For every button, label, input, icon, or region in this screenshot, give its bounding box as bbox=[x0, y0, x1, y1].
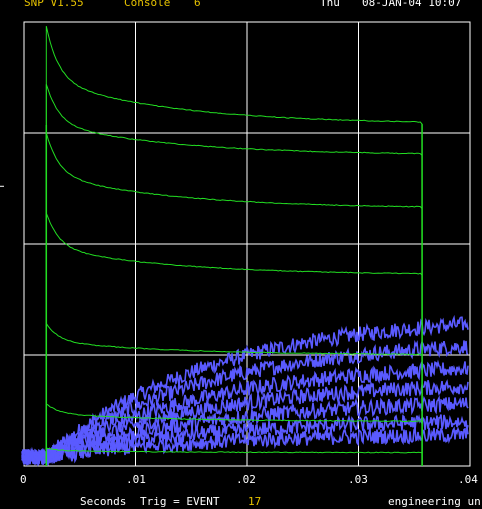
blue-traces bbox=[21, 314, 469, 467]
green-trace bbox=[45, 212, 423, 466]
console-label: Console bbox=[124, 0, 171, 9]
day-label: Thu bbox=[320, 0, 340, 9]
x-units-label: Seconds bbox=[80, 495, 127, 508]
x-tick-label-3: .03 bbox=[348, 473, 368, 486]
green-trace bbox=[45, 447, 423, 466]
green-trace bbox=[45, 403, 423, 466]
green-trace bbox=[45, 25, 423, 466]
x-tick-label-2: .02 bbox=[236, 473, 256, 486]
x-tick-label-1: .01 bbox=[126, 473, 146, 486]
blue-trace bbox=[21, 424, 469, 466]
datetime-label: 08-JAN-04 10:07 bbox=[362, 0, 462, 9]
console-number: 6 bbox=[194, 0, 201, 9]
blue-trace bbox=[21, 339, 469, 466]
blue-trace bbox=[21, 394, 469, 467]
green-trace bbox=[45, 84, 423, 466]
green-traces bbox=[45, 25, 423, 466]
mode-label: engineering un bbox=[388, 495, 481, 508]
green-trace bbox=[45, 132, 423, 466]
x-tick-label-4: .04 bbox=[458, 473, 478, 486]
trigger-value: 17 bbox=[248, 495, 262, 508]
trigger-label: Trig = EVENT bbox=[140, 495, 220, 508]
blue-trace bbox=[21, 379, 469, 467]
x-tick-label-0: 0 bbox=[20, 473, 27, 486]
green-trace bbox=[45, 321, 423, 466]
app-version: SNP V1.55 bbox=[24, 0, 84, 9]
